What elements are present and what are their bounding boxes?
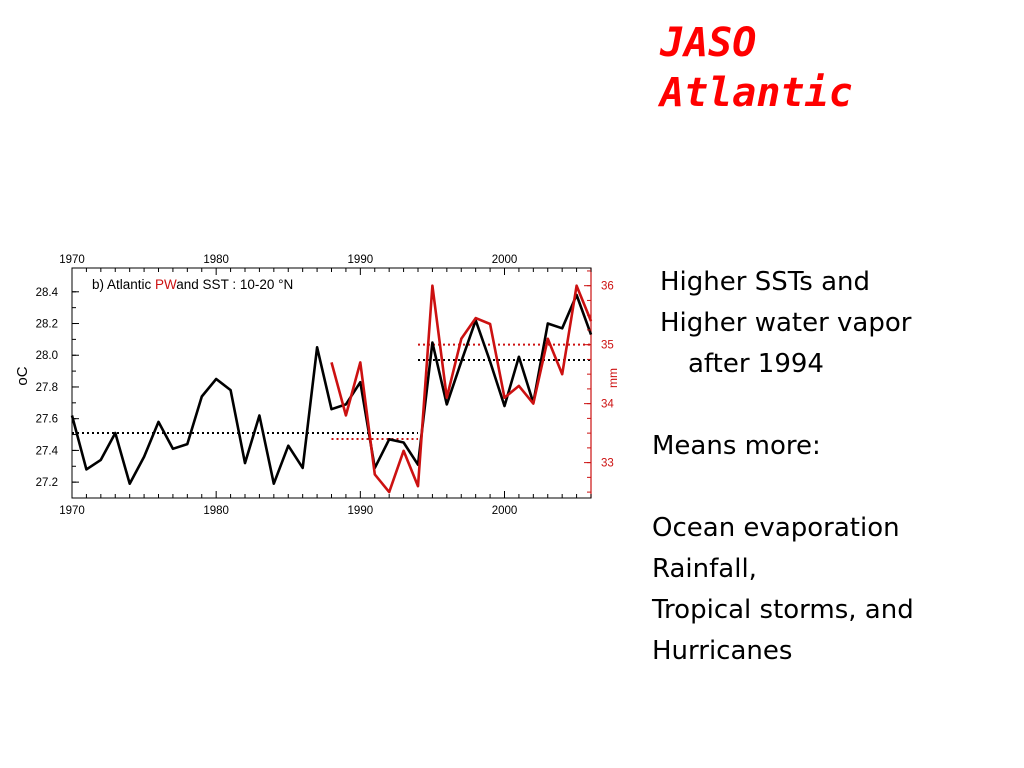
- y-left-tick-label: 28.0: [36, 350, 58, 362]
- sst-series-line: [70, 293, 593, 486]
- chart-frame: [71, 267, 592, 499]
- note-line-8: Hurricanes: [652, 636, 793, 666]
- note-line-2: Higher water vapor: [660, 308, 912, 338]
- y-left-tick-label: 27.4: [36, 445, 59, 457]
- x-tick-label-bottom: 1970: [59, 505, 85, 517]
- note-line-1: Higher SSTs and: [660, 267, 871, 297]
- note-line-4: Means more:: [652, 431, 821, 461]
- note-line-3: after 1994: [688, 349, 824, 379]
- note-line-7: Tropical storms, and: [652, 595, 914, 625]
- plot-area-border: [71, 267, 592, 499]
- y-left-tick-label: 27.8: [36, 382, 58, 394]
- slide-notes: Higher SSTs and Higher water vapor after…: [652, 262, 1012, 672]
- note-gap: [652, 385, 1012, 426]
- note-gap: [652, 467, 1012, 508]
- y-right-tick-label: 36: [601, 281, 614, 293]
- x-tick-label-top: 1990: [348, 254, 374, 266]
- x-tick-label-top: 1970: [59, 254, 85, 266]
- x-tick-label-bottom: 1990: [348, 505, 374, 517]
- y-axis-label-left: oC: [14, 366, 31, 385]
- series-lines: [70, 284, 593, 494]
- chart-title: b) Atlantic PWand SST : 10-20 °N: [92, 277, 293, 292]
- x-tick-label-top: 1980: [203, 254, 229, 266]
- atlantic-pw-sst-chart: 1970 1970 1980 1980 1990 1990 2000 2000 27.2 27.4…: [14, 254, 620, 517]
- y-left-tick-label: 27.6: [36, 414, 58, 426]
- y-axis-label-right: mm: [606, 368, 620, 388]
- note-line-6: Rainfall,: [652, 554, 757, 584]
- chart-title-part-3: and SST : 10-20 °N: [176, 277, 293, 292]
- axis-ticks: 1970 1970 1980 1980 1990 1990 2000 2000 27.2 27.4…: [36, 254, 615, 517]
- y-left-tick-label: 28.2: [36, 319, 58, 331]
- note-line-5: Ocean evaporation: [652, 513, 900, 543]
- pw-series-line: [330, 284, 593, 494]
- chart-title-part-1: b) Atlantic: [92, 277, 155, 292]
- y-left-tick-label: 27.2: [36, 477, 58, 489]
- y-left-tick-label: 28.4: [36, 287, 59, 299]
- y-right-tick-label: 33: [601, 458, 614, 470]
- slide-title-line-1: JASO: [660, 20, 757, 66]
- x-tick-label-bottom: 1980: [203, 505, 229, 517]
- slide-title-line-2: Atlantic: [660, 70, 853, 116]
- y-right-tick-label: 35: [601, 340, 614, 352]
- reference-lines: [72, 343, 591, 441]
- x-tick-label-bottom: 2000: [492, 505, 518, 517]
- slide-title: JASO Atlantic: [660, 18, 853, 118]
- x-tick-label-top: 2000: [492, 254, 518, 266]
- y-right-tick-label: 34: [601, 399, 614, 411]
- chart-title-pw: PW: [155, 277, 177, 292]
